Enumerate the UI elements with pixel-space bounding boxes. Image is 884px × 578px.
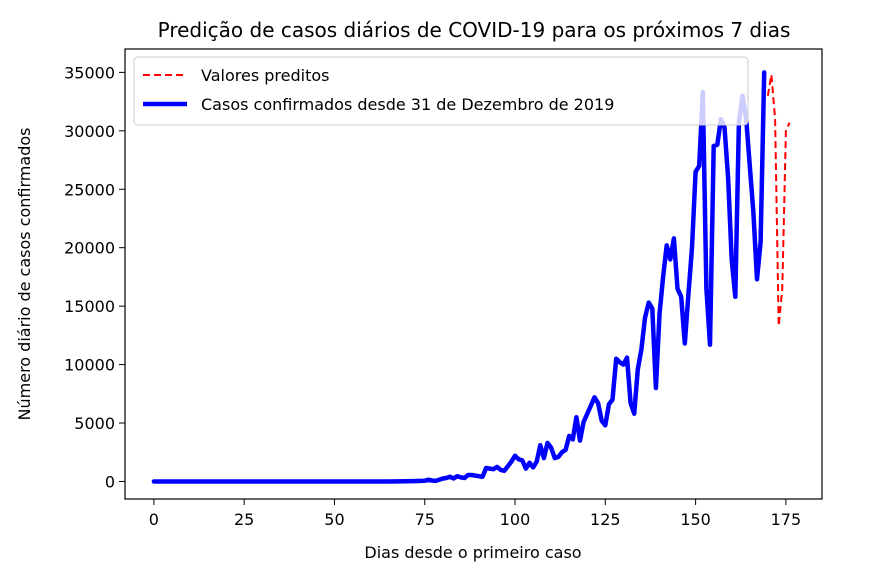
legend-box xyxy=(133,56,749,126)
series-layer xyxy=(151,70,791,484)
x-tick-label: 100 xyxy=(500,510,531,529)
x-axis: 0 25 50 75 100 125 150 175 xyxy=(149,499,801,529)
y-axis: 0 5000 10000 15000 20000 25000 30000 35000 xyxy=(64,63,125,491)
y-tick-label: 25000 xyxy=(64,180,115,199)
y-tick-label: 15000 xyxy=(64,297,115,316)
legend-predicted-label: Valores preditos xyxy=(201,66,329,85)
x-tick-label: 150 xyxy=(680,510,711,529)
x-axis-label: Dias desde o primeiro caso xyxy=(364,543,581,562)
x-tick-label: 125 xyxy=(590,510,621,529)
y-axis-label: Número diário de casos confirmados xyxy=(15,128,34,421)
chart-title: Predição de casos diários de COVID-19 pa… xyxy=(158,18,791,42)
y-tick-label: 0 xyxy=(105,472,115,491)
predicted-series-line xyxy=(766,73,791,327)
y-tick-label: 35000 xyxy=(64,63,115,82)
confirmed-series-line xyxy=(151,70,767,484)
legend-confirmed-label: Casos confirmados desde 31 de Dezembro d… xyxy=(201,95,614,114)
y-tick-label: 5000 xyxy=(74,414,115,433)
x-tick-label: 50 xyxy=(324,510,344,529)
plot-frame xyxy=(124,48,823,500)
legend: Valores preditos Casos confirmados desde… xyxy=(133,56,749,126)
x-tick-label: 0 xyxy=(149,510,159,529)
x-tick-label: 75 xyxy=(415,510,435,529)
y-tick-label: 10000 xyxy=(64,356,115,375)
y-tick-label: 30000 xyxy=(64,122,115,141)
x-tick-label: 25 xyxy=(234,510,254,529)
x-tick-label: 175 xyxy=(771,510,802,529)
y-tick-label: 20000 xyxy=(64,239,115,258)
